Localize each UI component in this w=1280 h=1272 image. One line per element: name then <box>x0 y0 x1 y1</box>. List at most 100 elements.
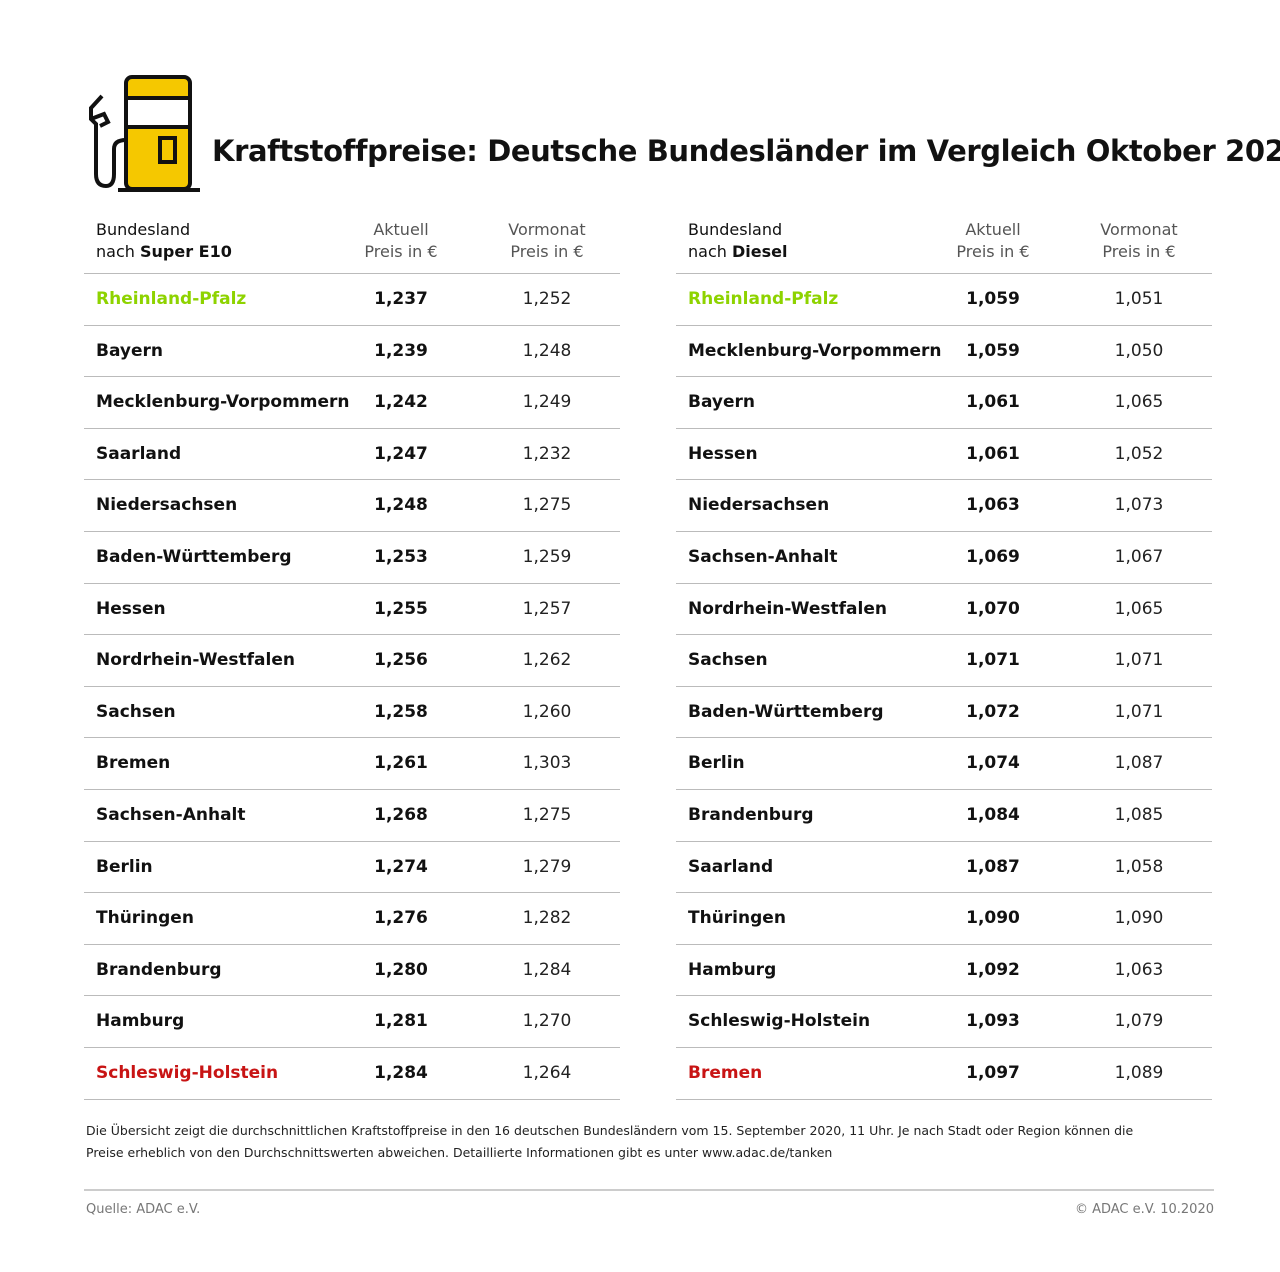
table-row: Hessen 1,255 1,257 <box>84 584 620 636</box>
state-name: Hamburg <box>688 959 777 980</box>
state-name: Saarland <box>688 856 774 877</box>
current-price: 1,248 <box>374 495 428 516</box>
header-text: Bundesland <box>96 220 191 239</box>
previous-price: 1,058 <box>1114 856 1164 877</box>
footnote: Die Übersicht zeigt die durchschnittlich… <box>86 1120 1133 1164</box>
col-header-bundesland: Bundesland nach Super E10 <box>96 219 232 263</box>
previous-price: 1,065 <box>1114 598 1164 619</box>
table-row: Hamburg 1,092 1,063 <box>676 945 1212 997</box>
previous-price: 1,071 <box>1114 650 1164 671</box>
current-price: 1,253 <box>374 546 428 567</box>
previous-price: 1,284 <box>522 959 572 980</box>
table-header: Bundesland nach Super E10 Aktuell Preis in… <box>84 215 620 274</box>
previous-price: 1,275 <box>522 804 572 825</box>
state-name: Berlin <box>688 753 745 774</box>
current-price: 1,061 <box>966 392 1020 413</box>
table-row: Niedersachsen 1,063 1,073 <box>676 480 1212 532</box>
current-price: 1,061 <box>966 443 1020 464</box>
table-row: Baden-Württemberg 1,072 1,071 <box>676 687 1212 739</box>
header-text: Preis in € <box>364 242 438 261</box>
table-row: Mecklenburg-Vorpommern 1,242 1,249 <box>84 377 620 429</box>
header-text: Aktuell <box>965 220 1021 239</box>
previous-price: 1,065 <box>1114 392 1164 413</box>
header-text: Preis in € <box>1102 242 1176 261</box>
state-name: Mecklenburg-Vorpommern <box>688 340 942 361</box>
previous-price: 1,085 <box>1114 804 1164 825</box>
divider <box>84 1189 1214 1191</box>
header-text: nach Diesel <box>688 241 787 263</box>
state-name: Brandenburg <box>96 959 222 980</box>
previous-price: 1,071 <box>1114 701 1164 722</box>
header-text: Vormonat <box>1100 220 1178 239</box>
previous-price: 1,282 <box>522 908 572 929</box>
current-price: 1,090 <box>966 908 1020 929</box>
table-row: Sachsen 1,258 1,260 <box>84 687 620 739</box>
table-row: Bayern 1,061 1,065 <box>676 377 1212 429</box>
table-row: Rheinland-Pfalz 1,059 1,051 <box>676 274 1212 326</box>
current-price: 1,093 <box>966 1011 1020 1032</box>
previous-price: 1,248 <box>522 340 572 361</box>
state-name: Schleswig-Holstein <box>96 1062 279 1083</box>
state-name: Bremen <box>96 753 171 774</box>
footnote-line: Preise erheblich von den Durchschnittswe… <box>86 1145 833 1160</box>
table-row: Nordrhein-Westfalen 1,070 1,065 <box>676 584 1212 636</box>
state-name: Sachsen-Anhalt <box>96 804 246 825</box>
current-price: 1,092 <box>966 959 1020 980</box>
current-price: 1,280 <box>374 959 428 980</box>
state-name: Hessen <box>96 598 166 619</box>
fuel-pump-icon <box>89 75 200 192</box>
current-price: 1,276 <box>374 908 428 929</box>
current-price: 1,071 <box>966 650 1020 671</box>
footnote-line: Die Übersicht zeigt die durchschnittlich… <box>86 1123 1134 1138</box>
current-price: 1,258 <box>374 701 428 722</box>
table-row: Berlin 1,274 1,279 <box>84 842 620 894</box>
current-price: 1,284 <box>374 1062 428 1083</box>
table-row: Saarland 1,087 1,058 <box>676 842 1212 894</box>
table-row: Schleswig-Holstein 1,093 1,079 <box>676 996 1212 1048</box>
previous-price: 1,259 <box>522 546 572 567</box>
previous-price: 1,063 <box>1114 959 1164 980</box>
current-price: 1,281 <box>374 1011 428 1032</box>
state-name: Sachsen-Anhalt <box>688 546 838 567</box>
copyright-label: © ADAC e.V. 10.2020 <box>1074 1202 1214 1217</box>
diesel-table: Bundesland nach Diesel Aktuell Preis in € … <box>676 215 1212 1100</box>
table-row: Nordrhein-Westfalen 1,256 1,262 <box>84 635 620 687</box>
current-price: 1,072 <box>966 701 1020 722</box>
col-header-vormonat: Vormonat Preis in € <box>1079 219 1199 263</box>
current-price: 1,063 <box>966 495 1020 516</box>
state-name: Baden-Württemberg <box>96 546 292 567</box>
table-row: Thüringen 1,090 1,090 <box>676 893 1212 945</box>
current-price: 1,084 <box>966 804 1020 825</box>
table-row: Bayern 1,239 1,248 <box>84 326 620 378</box>
state-name: Schleswig-Holstein <box>688 1011 871 1032</box>
table-row: Sachsen-Anhalt 1,069 1,067 <box>676 532 1212 584</box>
state-name: Mecklenburg-Vorpommern <box>96 392 350 413</box>
table-row: Hessen 1,061 1,052 <box>676 429 1212 481</box>
fuel-type: Super E10 <box>139 242 232 261</box>
previous-price: 1,050 <box>1114 340 1164 361</box>
current-price: 1,070 <box>966 598 1020 619</box>
table-row: Hamburg 1,281 1,270 <box>84 996 620 1048</box>
table-header: Bundesland nach Diesel Aktuell Preis in € … <box>676 215 1212 274</box>
state-name: Rheinland-Pfalz <box>688 289 839 309</box>
current-price: 1,247 <box>374 443 428 464</box>
current-price: 1,059 <box>966 289 1020 309</box>
table-row: Mecklenburg-Vorpommern 1,059 1,050 <box>676 326 1212 378</box>
current-price: 1,242 <box>374 392 428 413</box>
table-row: Bremen 1,097 1,089 <box>676 1048 1212 1100</box>
table-row: Sachsen 1,071 1,071 <box>676 635 1212 687</box>
header-text: Bundesland <box>688 220 783 239</box>
state-name: Hessen <box>688 443 758 464</box>
source-label: Quelle: ADAC e.V. <box>86 1202 201 1217</box>
header-text: nach <box>688 242 732 261</box>
table-row: Rheinland-Pfalz 1,237 1,252 <box>84 274 620 326</box>
current-price: 1,274 <box>374 856 428 877</box>
current-price: 1,059 <box>966 340 1020 361</box>
current-price: 1,237 <box>374 289 428 309</box>
previous-price: 1,079 <box>1114 1011 1164 1032</box>
previous-price: 1,052 <box>1114 443 1164 464</box>
table-row: Baden-Württemberg 1,253 1,259 <box>84 532 620 584</box>
previous-price: 1,090 <box>1114 908 1164 929</box>
state-name: Nordrhein-Westfalen <box>688 598 887 619</box>
previous-price: 1,262 <box>522 650 572 671</box>
